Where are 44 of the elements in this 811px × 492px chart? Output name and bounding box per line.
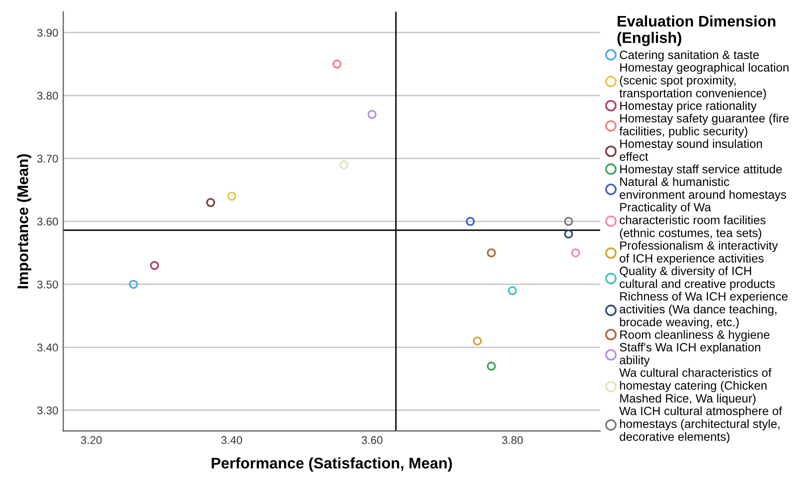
legend-label: Homestay geographical location (scenic spot proximity, transportation convenience) — [619, 62, 788, 100]
legend-label: Catering sanitation & taste — [620, 50, 759, 62]
point — [508, 286, 517, 296]
legend-label: Quality & diversity of ICH cultural and creative products — [620, 266, 775, 290]
legend-label: Richness of Wa ICH experience activities (Wa dance teaching, brocade weaving, etc.) — [620, 292, 788, 329]
y-tick-label: 3.80 — [37, 92, 58, 100]
legend-label: Wa cultural characteristics of homestay catering (Chicken Mashed Rice, Wa liqueur) — [619, 368, 772, 405]
point — [227, 192, 236, 201]
point — [466, 216, 475, 226]
legend-label: Staff's Wa ICH explanation ability — [620, 342, 760, 367]
y-tick-label: 3.90 — [37, 28, 58, 37]
legend-label: Wa ICH cultural atmosphere of homestays (architectural style, decorative elements) — [619, 406, 782, 444]
point — [332, 60, 342, 69]
y-tick-label: 3.60 — [37, 218, 58, 226]
x-tick-label: 3.40 — [221, 436, 242, 444]
point — [571, 248, 580, 258]
point — [486, 362, 496, 371]
point — [564, 216, 574, 226]
point — [564, 229, 574, 238]
legend-label: Professionalism & interactivity of ICH experience activities — [620, 240, 778, 265]
point — [486, 248, 496, 258]
point — [472, 336, 482, 346]
point — [128, 280, 138, 289]
y-tick-label: 3.40 — [37, 344, 58, 352]
legend-title: Evaluation Dimension (English) — [617, 15, 776, 46]
point — [150, 260, 160, 270]
point — [206, 198, 216, 208]
x-tick-label: 3.60 — [362, 436, 382, 444]
legend-label: Homestay staff service attitude — [620, 164, 782, 176]
x-tick-label: 3.80 — [502, 436, 523, 444]
legend-label: Natural & humanistic environment around homestays — [620, 177, 786, 202]
y-tick-label: 3.30 — [37, 406, 58, 414]
legend-label: Homestay safety guarantee (fire facilities, public security) — [619, 114, 789, 138]
x-axis-title: Performance (Satisfaction, Mean) — [212, 457, 452, 472]
legend-label: Homestay sound insulation effect — [620, 139, 762, 161]
point — [368, 110, 377, 119]
legend-label: Practicality of Wa characteristic room facilities (ethnic costumes, tea sets) — [620, 202, 766, 240]
legend-label: Room cleanliness & hygiene — [620, 330, 770, 342]
y-tick-label: 3.70 — [37, 154, 58, 163]
legend-label: Homestay price rationality — [620, 101, 757, 112]
x-tick-label: 3.20 — [80, 436, 102, 444]
y-tick-label: 3.50 — [37, 280, 58, 288]
y-axis-title: Importance (Mean) — [16, 154, 32, 288]
point — [339, 160, 348, 170]
